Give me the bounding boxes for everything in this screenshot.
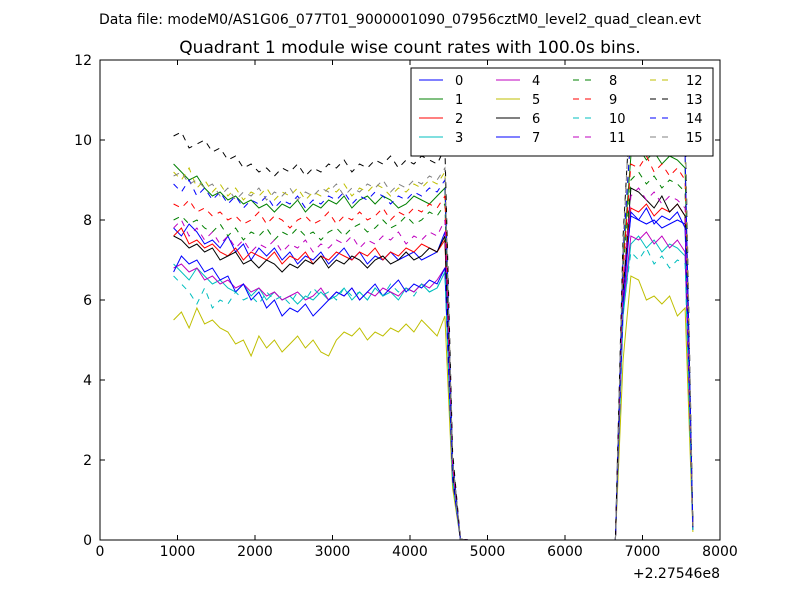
x-tick-label: 8000 [702,544,738,560]
legend-label-7: 7 [532,131,540,146]
chart-title: Quadrant 1 module wise count rates with … [179,38,640,58]
legend-label-8: 8 [609,74,617,89]
series-line-1 [173,147,694,540]
legend-label-1: 1 [455,93,463,108]
series-line-13 [173,90,694,540]
x-tick-label: 3000 [315,544,351,560]
series-layer [173,86,694,540]
legend-label-4: 4 [532,74,540,89]
y-tick-label: 8 [83,213,92,229]
series-line-15 [173,86,694,540]
y-tick-label: 2 [83,453,92,469]
series-line-12 [173,114,694,540]
legend-label-14: 14 [686,112,703,127]
y-tick-label: 0 [83,533,92,549]
series-line-0 [173,215,694,540]
y-tick-label: 4 [83,373,92,389]
series-line-7 [173,206,694,540]
series-line-11 [173,187,694,540]
legend-label-15: 15 [686,131,703,146]
series-line-5 [173,275,694,540]
y-tick-label: 10 [74,133,92,149]
legend-box [410,67,714,157]
series-line-8 [173,171,694,540]
legend-label-12: 12 [686,74,703,89]
x-tick-label: 2000 [237,544,273,560]
x-tick-label: 1000 [160,544,196,560]
legend-label-11: 11 [609,131,626,146]
legend-label-6: 6 [532,112,540,127]
legend-label-0: 0 [455,74,463,89]
suptitle: Data file: modeM0/AS1G06_077T01_90000010… [99,12,701,28]
legend-label-13: 13 [686,93,703,108]
legend-label-9: 9 [609,93,617,108]
x-tick-label: 4000 [392,544,428,560]
legend-label-10: 10 [609,112,626,127]
y-tick-label: 12 [74,53,92,69]
x-tick-label: 6000 [547,544,583,560]
x-tick-label: 5000 [470,544,506,560]
legend-label-2: 2 [455,112,463,127]
legend-label-5: 5 [532,93,540,108]
series-line-4 [173,231,694,540]
legend-label-3: 3 [455,131,463,146]
axes-layer: 0 1000 2000 3000 4000 5000 6000 7000 80000246810… [74,53,738,560]
x-tick-label: 0 [96,544,105,560]
x-offset-label: +2.27546e8 [633,566,720,582]
y-tick-label: 6 [83,293,92,309]
x-tick-label: 7000 [625,544,661,560]
series-line-6 [173,187,694,540]
